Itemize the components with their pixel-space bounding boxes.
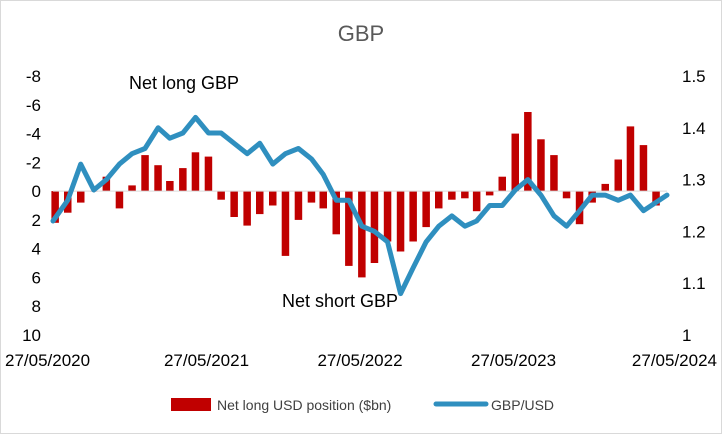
bar-2024-03-01 (626, 126, 635, 192)
bar-2023-07-01 (524, 112, 532, 192)
bar-2021-04-01 (179, 168, 187, 192)
x-tick-label: 27/05/2023 (471, 351, 556, 370)
left-tick-label: -4 (26, 125, 41, 144)
x-tick-label: 27/05/2022 (317, 351, 402, 370)
x-tick-label: 27/05/2021 (164, 351, 249, 370)
right-axis-ticks: 1.5 1.4 1.3 1.2 1.1 1 (682, 67, 706, 345)
bar-2022-02-01 (307, 191, 316, 203)
bar-2020-10-01 (102, 176, 111, 192)
left-tick-label: -2 (26, 153, 41, 172)
bar-2022-12-01 (435, 191, 443, 209)
bar-2021-02-01 (154, 165, 162, 192)
bar-2021-09-01 (243, 191, 251, 226)
bar-2022-10-01 (409, 191, 417, 242)
bar-2023-10-01 (562, 191, 571, 199)
bar-2022-09-01 (396, 191, 405, 252)
bar-2021-05-01 (191, 152, 200, 192)
x-axis-ticks: 27/05/2020 27/05/2021 27/05/2022 27/05/2023… (5, 351, 717, 370)
bar-2021-08-01 (230, 191, 238, 217)
left-tick-label: 0 (32, 182, 41, 201)
bar-2021-12-01 (281, 191, 290, 256)
left-tick-label: -6 (26, 96, 41, 115)
bar-2022-01-01 (294, 191, 303, 220)
annotation-net-long: Net long GBP (129, 73, 239, 93)
bar-2024-05-01 (652, 191, 660, 206)
left-tick-label: 8 (32, 297, 41, 316)
bar-2023-06-01 (511, 133, 519, 192)
left-tick-label: 2 (32, 211, 41, 230)
right-tick-label: 1 (682, 326, 691, 345)
bar-2021-07-01 (217, 191, 225, 200)
bar-2024-04-01 (639, 145, 648, 192)
annotation-net-short: Net short GBP (282, 291, 398, 311)
legend-line-label: GBP/USD (491, 397, 554, 413)
bar-2021-10-01 (256, 191, 264, 215)
bar-2022-05-01 (345, 191, 353, 266)
bar-2023-03-01 (472, 191, 481, 212)
right-tick-label: 1.5 (682, 67, 706, 86)
gbpusd-series-line (50, 114, 670, 297)
x-tick-label: 27/05/2024 (632, 351, 717, 370)
bar-2021-11-01 (269, 191, 277, 206)
bar-2023-04-01 (485, 191, 494, 196)
bar-2021-06-01 (204, 156, 213, 192)
bar-2024-01-01 (601, 183, 609, 192)
bar-2023-05-01 (498, 176, 506, 192)
bar-2024-02-01 (614, 159, 622, 192)
legend: Net long USD position ($bn) GBP/USD (171, 397, 554, 413)
right-tick-label: 1.4 (682, 119, 706, 138)
bar-2022-06-01 (358, 191, 366, 278)
bar-2020-06-01 (51, 191, 59, 223)
x-tick-label: 27/05/2020 (5, 351, 90, 370)
left-tick-label: 10 (22, 326, 41, 345)
left-tick-label: 4 (32, 240, 41, 259)
bar-2023-02-01 (461, 191, 469, 199)
right-tick-label: 1.1 (682, 274, 706, 293)
bar-2023-08-01 (537, 139, 545, 192)
bar-2020-12-01 (128, 185, 136, 192)
bar-2023-01-01 (448, 191, 456, 200)
bar-2022-11-01 (422, 191, 430, 228)
bar-2020-11-01 (115, 191, 124, 209)
left-tick-label: -8 (26, 67, 41, 86)
bar-2022-04-01 (332, 191, 340, 235)
bar-2020-08-01 (77, 191, 85, 203)
chart-title: GBP (338, 21, 384, 46)
right-tick-label: 1.2 (682, 222, 706, 241)
legend-bar-swatch (171, 398, 211, 411)
right-tick-label: 1.3 (682, 171, 706, 190)
bar-2021-03-01 (166, 181, 174, 192)
bar-2022-07-01 (370, 191, 379, 263)
bar-2022-08-01 (383, 191, 392, 242)
bar-2021-01-01 (141, 155, 149, 192)
left-axis-ticks: -8 -6 -4 -2 0 2 4 6 8 10 (22, 67, 41, 345)
legend-bar-label: Net long USD position ($bn) (217, 397, 391, 413)
left-tick-label: 6 (32, 268, 41, 287)
bar-2022-03-01 (319, 191, 327, 209)
bars-layer (51, 112, 660, 278)
bar-2023-09-01 (550, 155, 558, 192)
